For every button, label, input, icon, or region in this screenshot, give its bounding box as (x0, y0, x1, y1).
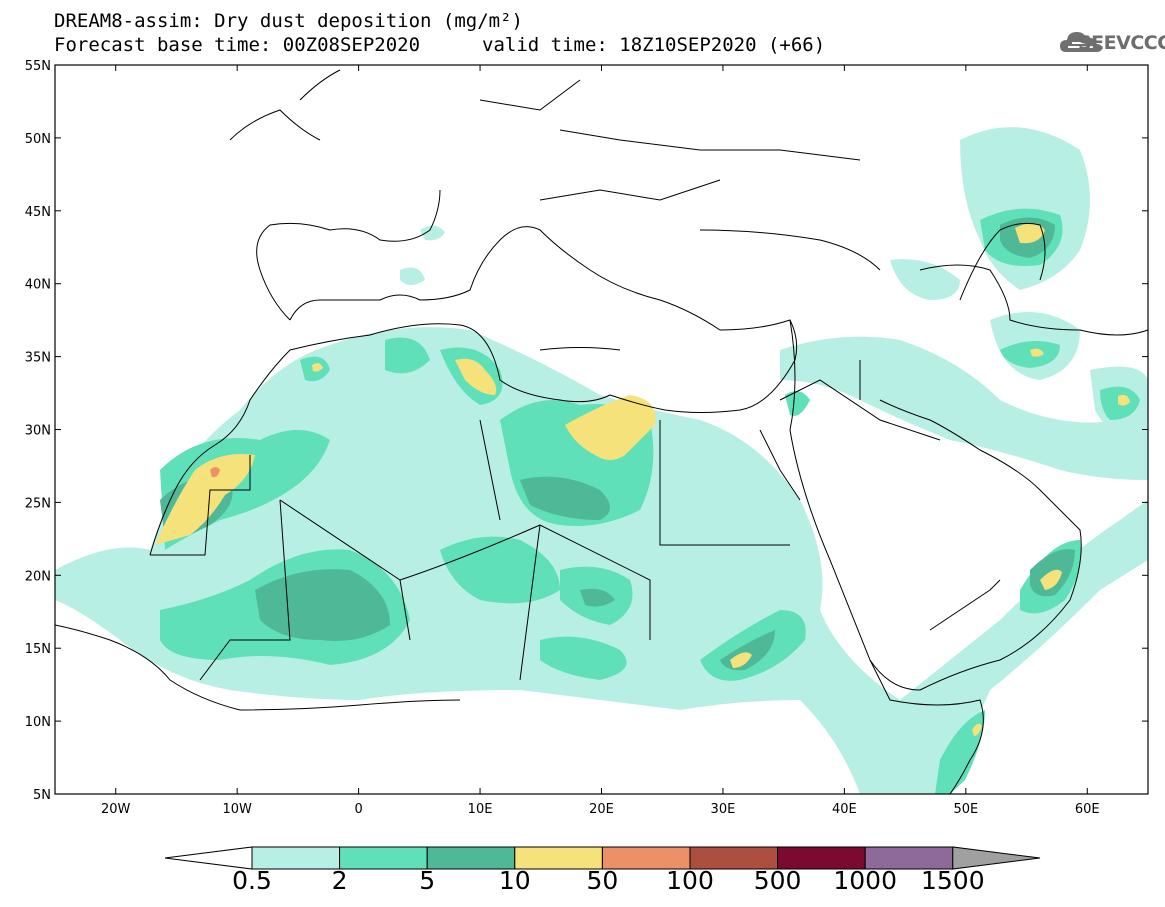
colorbar-label: 0.5 (232, 866, 272, 895)
map-title: DREAM8-assim: Dry dust deposition (mg/m²… (54, 10, 523, 32)
lat-tick-label: 55N (25, 59, 51, 74)
lon-tick-label: 40E (832, 802, 857, 817)
map-canvas: 55N 50N 45N 40N 35N 30N 25N 20N 15N 10N 5N 20W 10W 0 1… (25, 59, 1149, 817)
valid-time: valid time: 18Z10SEP2020 (+66) (482, 34, 826, 56)
lon-tick-label: 30E (711, 802, 736, 817)
colorbar-label: 5 (419, 866, 436, 895)
lat-tick-label: 20N (25, 569, 51, 584)
lon-tick-label: 0 (354, 802, 362, 817)
colorbar-cell (339, 846, 428, 870)
logo-text: SEEVCCC (1078, 32, 1165, 54)
lat-tick-label: 50N (25, 132, 51, 147)
lon-tick-label: 50E (953, 802, 978, 817)
colorbar-label: 50 (586, 866, 619, 895)
lon-tick-label: 10E (468, 802, 493, 817)
dust-field-yellow (155, 223, 1130, 736)
cloud-icon (1060, 32, 1102, 52)
dust-field-orange (210, 467, 220, 478)
map-axis-ticks: 55N 50N 45N 40N 35N 30N 25N 20N 15N 10N 5N 20W 10W 0 1… (25, 59, 1148, 817)
colorbar-right-arrow (952, 846, 1041, 870)
lat-tick-label: 30N (25, 424, 51, 439)
lat-tick-label: 45N (25, 205, 51, 220)
coastlines-and-borders (55, 69, 1148, 794)
lon-tick-label: 10W (222, 802, 252, 817)
forecast-base-time: Forecast base time: 00Z08SEP2020 (54, 34, 421, 56)
colorbar-label: 100 (666, 866, 714, 895)
lat-tick-label: 25N (25, 496, 51, 511)
colorbar-label: 10 (498, 866, 531, 895)
lat-tick-label: 15N (25, 642, 51, 657)
lon-tick-label: 20E (589, 802, 614, 817)
lat-tick-label: 10N (25, 715, 51, 730)
lon-tick-label: 60E (1075, 802, 1100, 817)
colorbar-label: 1000 (833, 866, 897, 895)
lat-tick-label: 35N (25, 351, 51, 366)
lon-tick-label: 20W (101, 802, 131, 817)
lat-tick-label: 5N (33, 788, 51, 803)
colorbar-label: 2 (331, 866, 348, 895)
colorbar-label: 1500 (920, 866, 985, 895)
lat-tick-label: 40N (25, 278, 51, 293)
colorbar-label: 500 (753, 866, 802, 895)
